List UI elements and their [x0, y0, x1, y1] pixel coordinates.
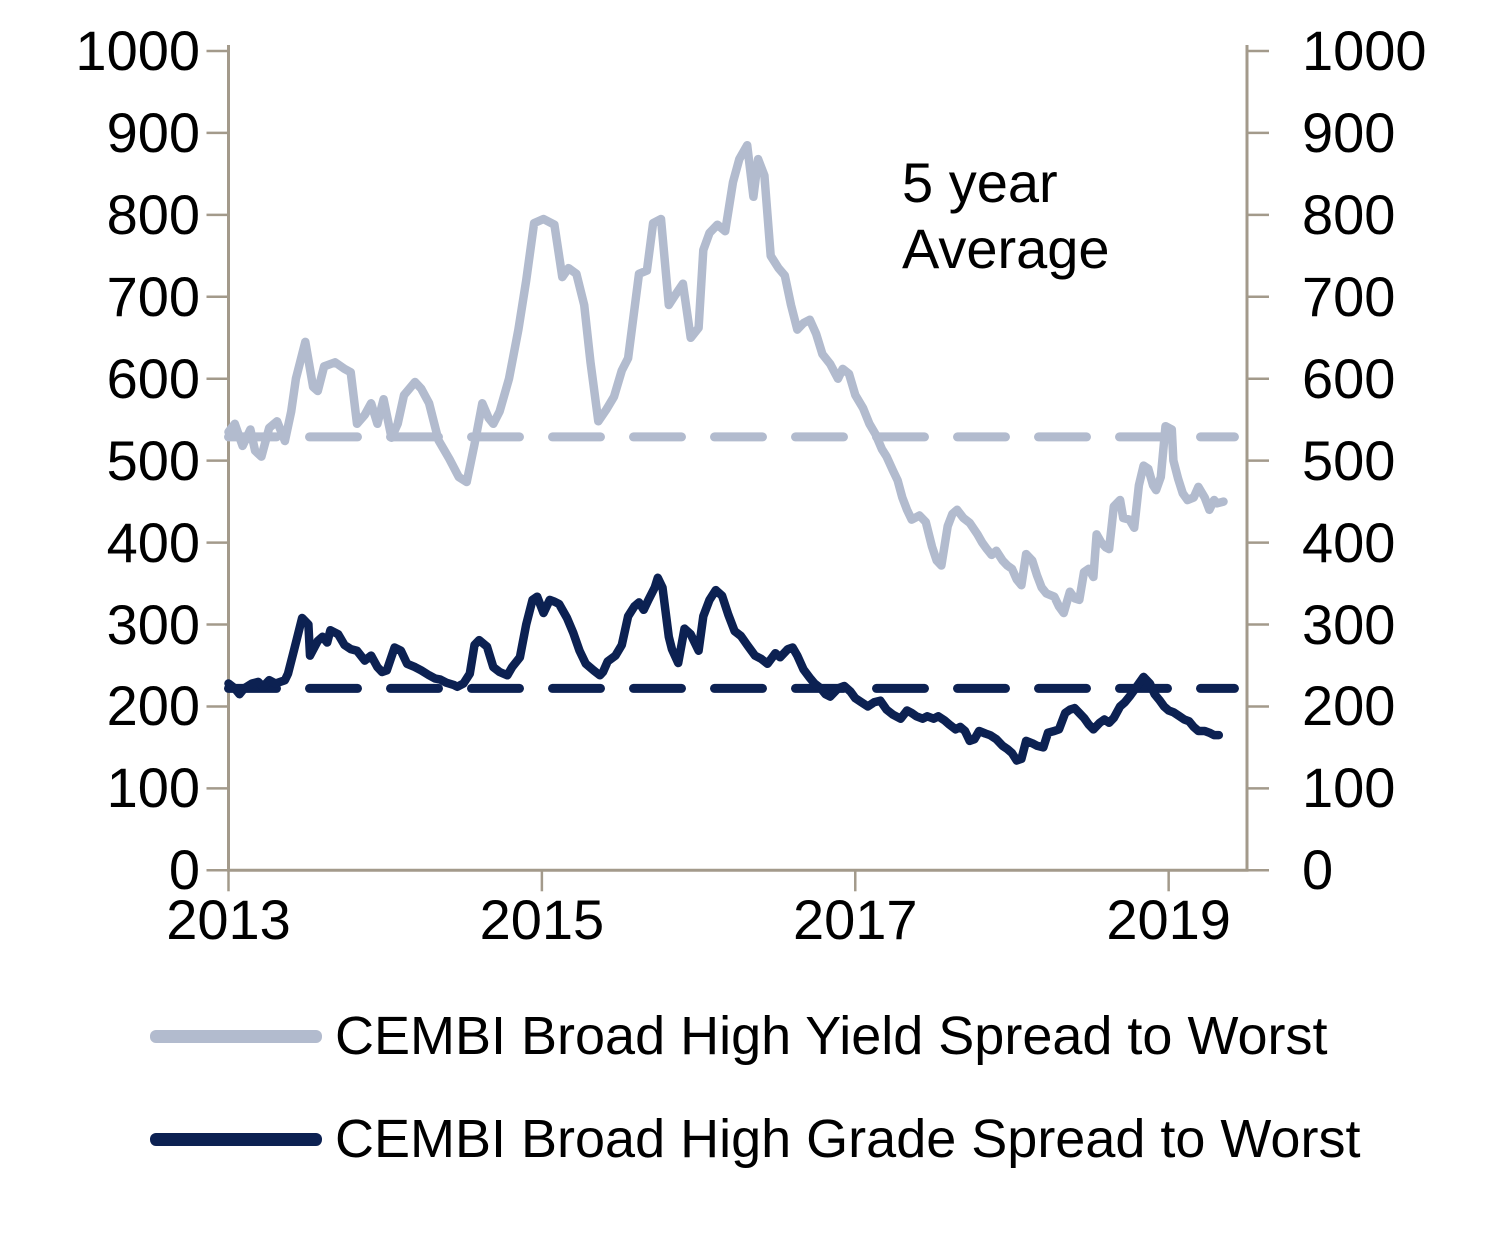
x-axis-tick-label: 2013 — [166, 888, 291, 951]
five-year-average-annotation: 5 year Average — [902, 151, 1110, 280]
axes — [206, 45, 1269, 892]
x-axis-tick-label: 2019 — [1106, 888, 1231, 951]
legend-label-high-grade: CEMBI Broad High Grade Spread to Worst — [335, 1109, 1361, 1169]
y-axis-tick-label-left: 1000 — [75, 19, 200, 82]
legend-swatch-high-grade — [150, 1133, 322, 1146]
y-axis-tick-label-right: 1000 — [1302, 19, 1427, 82]
y-axis-tick-label-left: 400 — [106, 510, 200, 574]
x-axis-tick-label: 2015 — [479, 888, 605, 951]
series-lines — [224, 140, 1228, 765]
series-line-high-grade — [224, 573, 1224, 765]
y-axis-tick-label-left: 500 — [106, 428, 200, 492]
y-axis-tick-label-left: 0 — [168, 838, 200, 902]
y-axis-tick-label-left: 900 — [106, 100, 200, 164]
y-axis-tick-label-right: 900 — [1302, 100, 1396, 164]
series-line-high-yield — [224, 140, 1228, 618]
y-axis-tick-label-right: 600 — [1302, 346, 1396, 410]
y-axis-tick-label-right: 700 — [1302, 264, 1396, 328]
y-axis-tick-label-left: 300 — [106, 592, 200, 656]
y-axis-tick-label-right: 100 — [1302, 756, 1396, 820]
x-axis-tick-label: 2017 — [792, 888, 918, 951]
y-axis-tick-label-right: 200 — [1302, 674, 1396, 738]
y-axis-tick-label-left: 600 — [106, 346, 200, 410]
y-axis-tick-label-right: 0 — [1302, 838, 1334, 902]
y-axis-tick-label-right: 300 — [1302, 592, 1396, 656]
average-lines — [224, 432, 1239, 693]
y-axis-tick-label-left: 100 — [106, 756, 200, 820]
y-axis-tick-label-right: 500 — [1302, 428, 1396, 492]
y-axis-tick-label-right: 800 — [1302, 182, 1396, 246]
y-axis-tick-label-left: 200 — [106, 674, 200, 738]
legend-label-high-yield: CEMBI Broad High Yield Spread to Worst — [335, 1006, 1328, 1066]
y-axis-tick-label-right: 400 — [1302, 510, 1396, 574]
y-axis-tick-label-left: 800 — [106, 182, 200, 246]
y-axis-tick-label-left: 700 — [106, 264, 200, 328]
legend-swatch-high-yield — [150, 1030, 322, 1043]
